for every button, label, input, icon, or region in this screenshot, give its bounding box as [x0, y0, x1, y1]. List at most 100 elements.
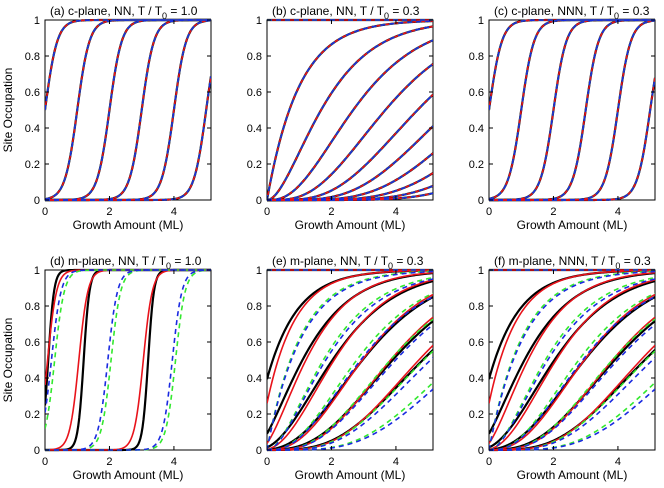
y-tick-label: 0.8 [247, 51, 262, 63]
curve-dashed-green-site-4 [45, 19, 211, 201]
curve-dashed-blue-site-2 [267, 278, 433, 451]
x-tick-label: 2 [106, 456, 112, 468]
curve-solid-red-site-5 [267, 94, 433, 201]
curve-dashed-blue-site-1 [489, 270, 655, 451]
y-tick-label: 0.6 [25, 337, 40, 349]
curve-dashed-blue-site-1 [45, 269, 211, 451]
curve-solid-black-site-6 [267, 125, 433, 202]
curve-dashed-green-site-3 [45, 19, 211, 201]
chart-panel-f: 0 2 4 0 0.2 0.4 0.6 0.8 1 Growth Amount (ML) (f) m… [469, 254, 656, 482]
y-tick-label: 1 [256, 15, 262, 27]
curve-dashed-blue-site-5 [267, 94, 433, 201]
curve-solid-red-site-2 [45, 19, 211, 201]
curve-solid-red-site-1 [267, 269, 433, 404]
curve-solid-red-site-3 [489, 279, 655, 451]
x-axis-title: Growth Amount (ML) [73, 218, 184, 232]
x-tick-label: 2 [550, 456, 556, 468]
curve-solid-black-site-2 [45, 18, 211, 202]
curves [45, 268, 211, 452]
curve-solid-red-site-1 [45, 19, 211, 200]
y-tick-label: 0.6 [469, 337, 484, 349]
curve-solid-red-site-0 [45, 19, 211, 111]
y-axis-title: Site Occupation [1, 318, 15, 403]
curve-dashed-blue-site-3 [267, 39, 433, 201]
curve-solid-red-site-2 [267, 271, 433, 444]
curve-dashed-green-site-1 [45, 269, 211, 451]
title-suffix: = 0.3 [620, 254, 651, 268]
curve-solid-black-site-5 [267, 93, 433, 202]
curve-dashed-green-site-2 [489, 276, 655, 451]
x-tick-label: 4 [171, 206, 177, 218]
title-subscript: 0 [388, 261, 393, 271]
title-suffix: = 1.0 [167, 4, 198, 18]
title-subscript: 0 [384, 11, 389, 21]
curve-solid-red-site-4 [45, 19, 211, 201]
chart-panel-b: 0 2 4 0 0.2 0.4 0.6 0.8 1 Growth Amount (ML) (b) c… [247, 4, 434, 232]
x-tick-label: 0 [264, 206, 270, 218]
curve-dashed-blue-site-4 [267, 63, 433, 201]
title-suffix: = 1.0 [171, 254, 202, 268]
y-tick-label: 0.4 [247, 123, 262, 135]
curve-dashed-blue-site-2 [45, 269, 211, 451]
x-axis-title: Growth Amount (ML) [517, 468, 628, 482]
curve-solid-red-site-6 [267, 125, 433, 201]
curve-solid-red-site-2 [45, 269, 211, 451]
title-main: (c) c-plane, NNN, T / T [494, 4, 615, 18]
curve-solid-black-site-0 [489, 18, 655, 111]
curve-dashed-green-site-0 [45, 19, 211, 111]
panel-title: (d) m-plane, NN, T / T0 = 1.0 [50, 254, 202, 271]
curve-dashed-blue-site-3 [489, 296, 655, 451]
y-tick-label: 0.8 [25, 301, 40, 313]
x-tick-label: 2 [550, 206, 556, 218]
curve-dashed-green-site-2 [45, 269, 211, 451]
title-suffix: = 0.3 [393, 254, 424, 268]
curve-dashed-green-site-6 [489, 382, 655, 451]
y-tick-label: 0.4 [25, 123, 40, 135]
y-tick-label: 1 [478, 15, 484, 27]
y-tick-label: 0.2 [469, 159, 484, 171]
chart-panel-a: 0 2 4 0 0.2 0.4 0.6 0.8 1 Growth Amount (ML) Site … [1, 4, 212, 232]
curve-solid-black-site-6 [489, 349, 655, 452]
y-tick-label: 0.2 [25, 409, 40, 421]
x-tick-label: 0 [42, 206, 48, 218]
y-tick-label: 0.8 [247, 301, 262, 313]
curve-dashed-blue-site-2 [489, 278, 655, 451]
y-tick-label: 0.2 [247, 409, 262, 421]
title-suffix: = 0.3 [389, 4, 420, 18]
x-tick-label: 4 [393, 456, 399, 468]
chart-panel-c: 0 2 4 0 0.2 0.4 0.6 0.8 1 Growth Amount (ML) (c) c… [469, 4, 656, 232]
curve-dashed-blue-site-1 [267, 20, 433, 201]
y-tick-label: 0.8 [469, 51, 484, 63]
y-tick-label: 0.6 [469, 87, 484, 99]
curve-solid-red-site-0 [45, 269, 211, 386]
plot-frame [44, 19, 212, 201]
curve-solid-black-site-6 [267, 349, 433, 452]
title-subscript: 0 [614, 11, 619, 21]
y-tick-label: 0.6 [247, 87, 262, 99]
curve-dashed-green-site-0 [45, 269, 211, 429]
panel-title: (e) m-plane, NN, T / T0 = 0.3 [272, 254, 424, 271]
curve-dashed-blue-site-3 [45, 19, 211, 201]
y-tick-label: 1 [34, 265, 40, 277]
curves [267, 18, 433, 202]
curve-dashed-blue-site-0 [45, 269, 211, 413]
curve-dashed-green-site-5 [489, 350, 655, 451]
curve-solid-black-site-4 [489, 19, 655, 202]
x-tick-label: 0 [486, 456, 492, 468]
curve-dashed-green-site-1 [489, 270, 655, 451]
curve-solid-black-site-2 [45, 268, 211, 452]
curve-solid-black-site-4 [45, 19, 211, 202]
curve-dashed-blue-site-10 [267, 192, 433, 201]
curve-solid-black-site-3 [45, 18, 211, 202]
x-tick-label: 0 [264, 456, 270, 468]
curve-dashed-green-site-6 [267, 382, 433, 451]
curve-dashed-blue-site-4 [45, 19, 211, 201]
y-tick-label: 0.4 [469, 123, 484, 135]
y-tick-label: 0 [34, 445, 40, 457]
x-axis-title: Growth Amount (ML) [295, 468, 406, 482]
y-tick-label: 1 [256, 265, 262, 277]
curve-dashed-green-site-2 [45, 19, 211, 201]
title-main: (b) c-plane, NN, T / T [272, 4, 385, 18]
curve-dashed-blue-site-6 [267, 388, 433, 451]
